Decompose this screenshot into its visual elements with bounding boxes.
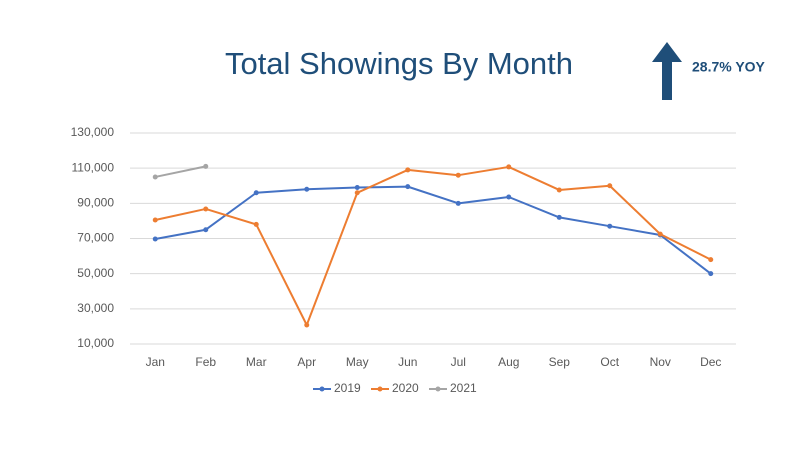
point: [354, 190, 360, 196]
x-tick-label: Jun: [398, 355, 417, 369]
point: [506, 194, 512, 200]
point: [152, 174, 158, 180]
point: [455, 172, 461, 178]
legend-label: 2020: [392, 381, 419, 395]
legend-marker: [435, 386, 441, 392]
point: [556, 214, 562, 220]
point: [203, 163, 209, 169]
x-tick-label: Oct: [600, 355, 619, 369]
point: [354, 185, 360, 191]
y-tick-label: 130,000: [71, 125, 115, 139]
point: [506, 164, 512, 170]
annotation: 28.7% YOY: [692, 59, 766, 75]
x-tick-label: Sep: [549, 355, 571, 369]
point: [253, 221, 259, 227]
chart-title: Total Showings By Month: [225, 46, 573, 81]
legend-marker: [319, 386, 325, 392]
y-tick-label: 70,000: [77, 231, 114, 245]
point: [405, 167, 411, 173]
series-line: [155, 165, 206, 178]
x-tick-label: Feb: [195, 355, 216, 369]
y-tick-label: 90,000: [77, 196, 114, 210]
point: [708, 257, 714, 263]
x-tick-label: Nov: [650, 355, 671, 369]
point: [152, 236, 158, 242]
series-line: [155, 185, 712, 275]
x-tick-label: Apr: [297, 355, 316, 369]
point: [304, 186, 310, 192]
point: [607, 183, 613, 189]
x-tick-label: Dec: [700, 355, 721, 369]
point: [455, 200, 461, 206]
series-line: [155, 165, 712, 327]
point: [556, 187, 562, 193]
point: [203, 227, 209, 233]
x-tick-label: May: [346, 355, 369, 369]
y-tick-label: 30,000: [77, 301, 114, 315]
x-tick-label: Jan: [146, 355, 165, 369]
y-tick-label: 110,000: [72, 160, 115, 174]
point: [708, 271, 714, 277]
y-tick-label: 10,000: [77, 336, 114, 350]
x-tick-label: Jul: [451, 355, 466, 369]
point: [657, 231, 663, 237]
point: [607, 223, 613, 229]
point: [304, 322, 310, 328]
legend-marker: [377, 386, 383, 392]
point: [152, 217, 158, 223]
up-arrow: [652, 42, 682, 100]
legend-label: 2019: [334, 381, 361, 395]
y-tick-label: 50,000: [77, 266, 114, 280]
point: [405, 184, 411, 190]
point: [253, 190, 259, 196]
legend-label: 2021: [450, 381, 477, 395]
point: [203, 206, 209, 212]
x-tick-label: Mar: [246, 355, 267, 369]
x-tick-label: Aug: [498, 355, 519, 369]
